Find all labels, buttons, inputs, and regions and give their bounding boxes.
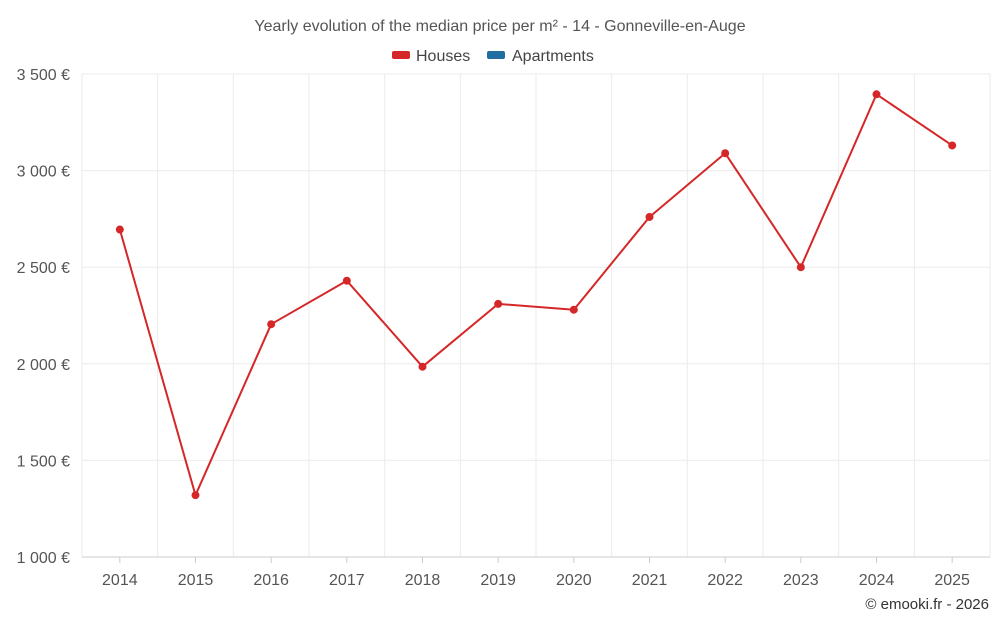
- data-point-2017[interactable]: [342, 276, 351, 285]
- series-houses: [115, 90, 957, 500]
- x-tick-label: 2018: [405, 572, 441, 589]
- x-tick-label: 2022: [707, 572, 743, 589]
- axes: 1 000 € 1 500 € 2 000 € 2 500 € 3 000 € 3 500…: [17, 67, 990, 589]
- x-tick-label: 2023: [783, 572, 819, 589]
- data-point-2014[interactable]: [115, 225, 124, 234]
- x-tick-label: 2021: [632, 572, 668, 589]
- y-tick-label: 3 500 €: [17, 67, 70, 84]
- series-line-houses: [118, 93, 953, 497]
- x-tick-label: 2014: [102, 572, 138, 589]
- data-point-2018[interactable]: [418, 362, 427, 371]
- data-point-2016[interactable]: [267, 320, 276, 329]
- data-point-2021[interactable]: [645, 212, 654, 221]
- legend-swatch-apartments: [487, 51, 505, 59]
- data-point-2022[interactable]: [721, 149, 730, 158]
- x-tick-label: 2024: [859, 572, 895, 589]
- data-point-2025[interactable]: [948, 141, 957, 150]
- legend-label-houses: Houses: [416, 48, 470, 65]
- data-point-2019[interactable]: [494, 299, 503, 308]
- y-tick-label: 1 000 €: [17, 550, 70, 567]
- legend: Houses Apartments: [392, 48, 594, 65]
- chart-title: Yearly evolution of the median price per…: [254, 18, 745, 35]
- data-point-2020[interactable]: [569, 305, 578, 314]
- grid: [81, 73, 991, 557]
- x-tick-label: 2016: [253, 572, 289, 589]
- y-tick-label: 1 500 €: [17, 453, 70, 470]
- data-point-2023[interactable]: [796, 263, 805, 272]
- legend-swatch-houses: [392, 51, 410, 59]
- y-tick-label: 2 000 €: [17, 357, 70, 374]
- legend-label-apartments: Apartments: [512, 48, 594, 65]
- credit-text: © emooki.fr - 2026: [865, 596, 989, 613]
- legend-item-houses[interactable]: Houses: [392, 48, 470, 65]
- x-tick-label: 2020: [556, 572, 592, 589]
- data-point-2024[interactable]: [872, 90, 881, 99]
- x-tick-label: 2025: [934, 572, 970, 589]
- x-tick-label: 2017: [329, 572, 365, 589]
- y-tick-label: 3 000 €: [17, 164, 70, 181]
- x-tick-label: 2015: [178, 572, 214, 589]
- data-point-2015[interactable]: [191, 491, 200, 500]
- x-tick-label: 2019: [480, 572, 516, 589]
- y-tick-label: 2 500 €: [17, 260, 70, 277]
- legend-item-apartments[interactable]: Apartments: [487, 48, 594, 65]
